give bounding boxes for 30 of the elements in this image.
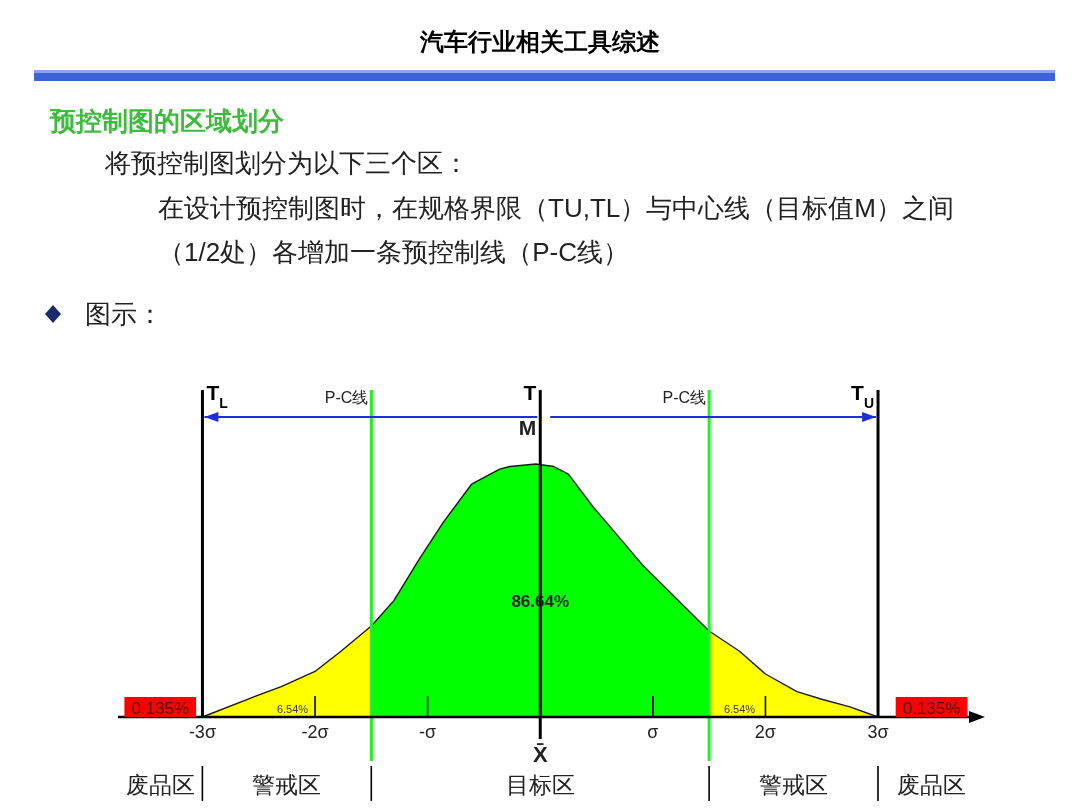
x-tick-label: -2σ [301,722,329,742]
label-box: 0.135% [124,697,197,718]
chart-title: 汽车行业相关工具综述 [419,28,660,55]
annotation: 6.54% [723,703,756,715]
text: 在设计预控制图时，在规格界限（TU,TL）与中心线（目标值M）之间 [158,193,954,223]
x-tick-label: -3σ [188,722,217,742]
ref-line-label: P-C线 [324,389,369,406]
annotation: 0.135% [902,699,961,718]
ref-line-label: T$_{U}$ [851,381,875,411]
annotation: 6.54% [276,703,309,715]
text: X̄ [532,742,548,767]
text: （1/2处）各增加一条预控制线（P-C线） [158,237,629,267]
x-tick-label: σ [647,722,659,742]
x-tick-label: 3σ [867,722,889,742]
text: 警戒区 [252,772,322,798]
text: 警戒区 [759,772,829,798]
text: 将预控制图划分为以下三个区： [104,148,469,178]
ref-line-label: P-C线 [662,389,707,406]
text: 废品区 [897,772,967,798]
text: 目标区 [505,772,575,798]
x-tick-label: -σ [419,722,437,742]
text: 废品区 [125,772,195,798]
x-tick-label: 2σ [754,722,776,742]
chart-subtitle: 预控制图的区域划分 [49,106,285,136]
label-box: 0.135% [895,697,968,718]
ref-line-label: T$_{L}$ [206,381,229,411]
annotation: 0.135% [131,699,190,718]
text: 图示： [85,299,163,329]
ref-line-label: T [523,381,537,404]
text: M [518,416,537,439]
